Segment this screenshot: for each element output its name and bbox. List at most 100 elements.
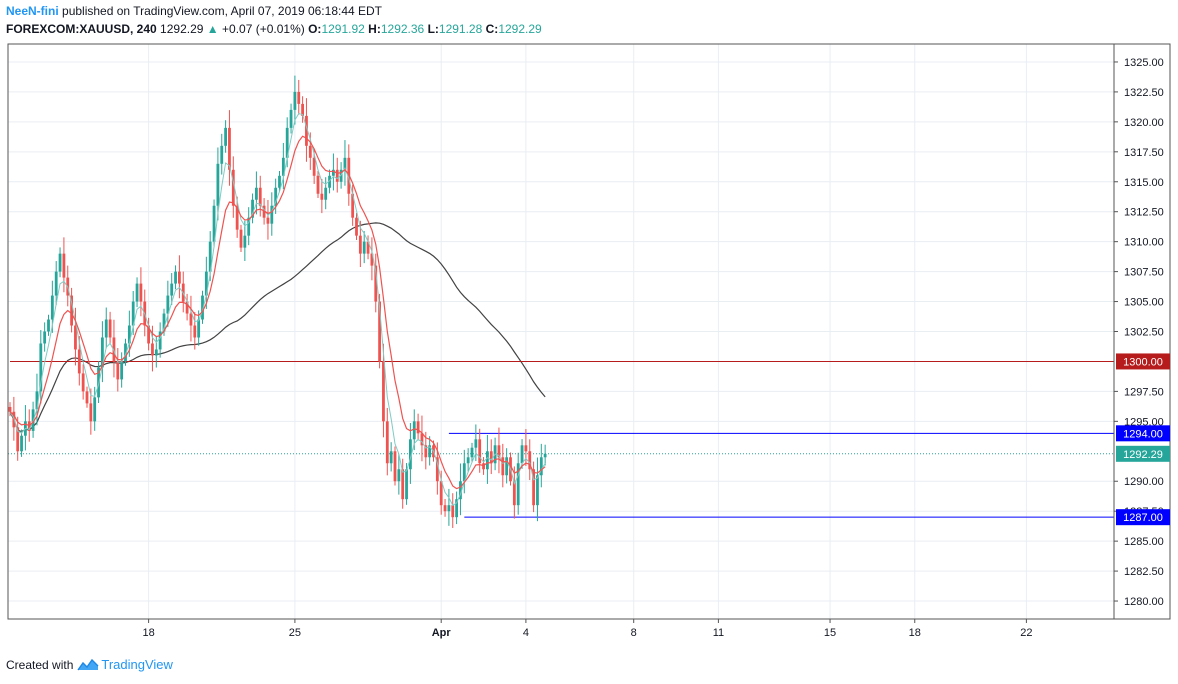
candle-body	[285, 127, 289, 158]
candle-body	[20, 435, 23, 452]
up-arrow-icon: ▲	[206, 22, 219, 36]
candle-body	[154, 349, 158, 356]
candle-body	[239, 229, 243, 248]
candle-body	[362, 241, 366, 254]
candle-body	[274, 187, 278, 206]
price-label-box	[1116, 509, 1170, 526]
candle-body	[208, 241, 212, 272]
candle-body	[451, 505, 455, 518]
low-value: 1291.28	[438, 22, 483, 36]
candle-body	[185, 301, 189, 314]
candle-body	[536, 475, 539, 506]
candle-body	[228, 127, 231, 170]
candle-body	[466, 457, 470, 464]
symbol-info: FOREXCOM:XAUUSD, 240 1292.29 ▲ +0.07 (+0…	[6, 22, 542, 36]
footer: Created with TradingView	[6, 657, 173, 672]
price-axis[interactable]: 1325.00 1322.50 1320.00 1317.50 1315.00 1312.…	[1114, 57, 1164, 608]
candle-body	[77, 349, 81, 374]
y-tick-label: 1290.00	[1124, 476, 1164, 488]
ema-fast-line	[9, 112, 546, 507]
candle-body	[81, 373, 85, 392]
candle-body	[374, 265, 378, 302]
candle-body	[16, 427, 20, 452]
y-tick-label: 1305.00	[1124, 297, 1164, 309]
open-label: O:	[308, 22, 322, 36]
candle-body	[520, 445, 524, 464]
low-label: L:	[427, 22, 439, 36]
candle-body	[524, 445, 528, 452]
candle-body	[312, 157, 316, 176]
symbol-label: FOREXCOM:XAUUSD, 240	[6, 22, 157, 36]
chart-grid	[8, 44, 1114, 619]
y-tick-label: 1322.50	[1124, 87, 1164, 99]
tradingview-brand[interactable]: TradingView	[101, 657, 173, 672]
candle-body	[35, 391, 39, 410]
candle-body	[255, 187, 258, 200]
candle-body	[47, 319, 50, 332]
candle-body	[358, 235, 362, 254]
tradingview-logo-icon	[77, 658, 99, 670]
horizontal-lines	[8, 360, 1114, 518]
candle-body	[366, 241, 370, 254]
x-tick-label: 18	[142, 627, 154, 639]
candle-body	[70, 295, 73, 326]
candle-body	[389, 451, 393, 464]
last-price: 1292.29	[160, 22, 204, 36]
candle-body	[147, 325, 150, 344]
candle-body	[439, 481, 443, 506]
candle-body	[412, 421, 416, 440]
candle-body	[124, 343, 127, 362]
author-name[interactable]: NeeN-fini	[6, 4, 59, 18]
y-tick-label: 1280.00	[1124, 596, 1164, 608]
publish-info: NeeN-fini published on TradingView.com, …	[6, 4, 382, 18]
time-axis[interactable]: 18 25 Apr 4 8 11 15 18 22	[142, 619, 1033, 639]
candle-body	[112, 337, 116, 362]
price-label-text: 1292.29	[1123, 449, 1163, 461]
price-labels: 1300.00 1294.00 1287.00 1292.29	[1116, 353, 1170, 526]
candle-body	[505, 457, 509, 476]
candle-body	[420, 433, 424, 446]
y-tick-label: 1297.50	[1124, 386, 1164, 398]
candle-body	[351, 193, 355, 218]
candle-body	[289, 109, 293, 128]
candle-body	[262, 205, 266, 218]
close-value: 1292.29	[498, 22, 542, 36]
price-label-text: 1287.00	[1123, 512, 1163, 524]
y-tick-label: 1307.50	[1124, 267, 1164, 279]
candle-body	[120, 361, 124, 380]
candle-body	[131, 301, 135, 326]
candle-body	[378, 301, 381, 362]
candle-body	[401, 469, 405, 500]
candle-body	[174, 271, 177, 284]
candle-body	[101, 337, 104, 368]
price-label-text: 1294.00	[1123, 428, 1163, 440]
candle-body	[409, 439, 412, 470]
candle-body	[170, 283, 174, 296]
price-label-box	[1116, 425, 1170, 442]
candle-body	[405, 469, 408, 500]
candle-body	[258, 187, 262, 206]
candle-body	[270, 205, 274, 224]
candle-body	[370, 253, 374, 266]
candle-body	[151, 343, 154, 356]
close-label: C:	[485, 22, 499, 36]
candle-body	[204, 271, 208, 296]
candle-body	[220, 145, 224, 164]
candle-body	[50, 295, 54, 320]
candle-body	[324, 187, 328, 200]
candle-body	[197, 319, 201, 338]
high-value: 1292.36	[380, 22, 425, 36]
candle-body	[297, 91, 301, 104]
x-tick-label: Apr	[432, 627, 452, 639]
price-label-text: 1300.00	[1123, 356, 1163, 368]
y-tick-label: 1285.00	[1124, 536, 1164, 548]
x-tick-label: 25	[289, 627, 301, 639]
candle-body	[8, 406, 12, 412]
candle-body	[243, 235, 247, 248]
candle-body	[247, 217, 251, 236]
candle-body	[281, 157, 285, 176]
candle-body	[482, 463, 485, 470]
candle-body	[543, 453, 547, 458]
candle-body	[316, 175, 320, 194]
